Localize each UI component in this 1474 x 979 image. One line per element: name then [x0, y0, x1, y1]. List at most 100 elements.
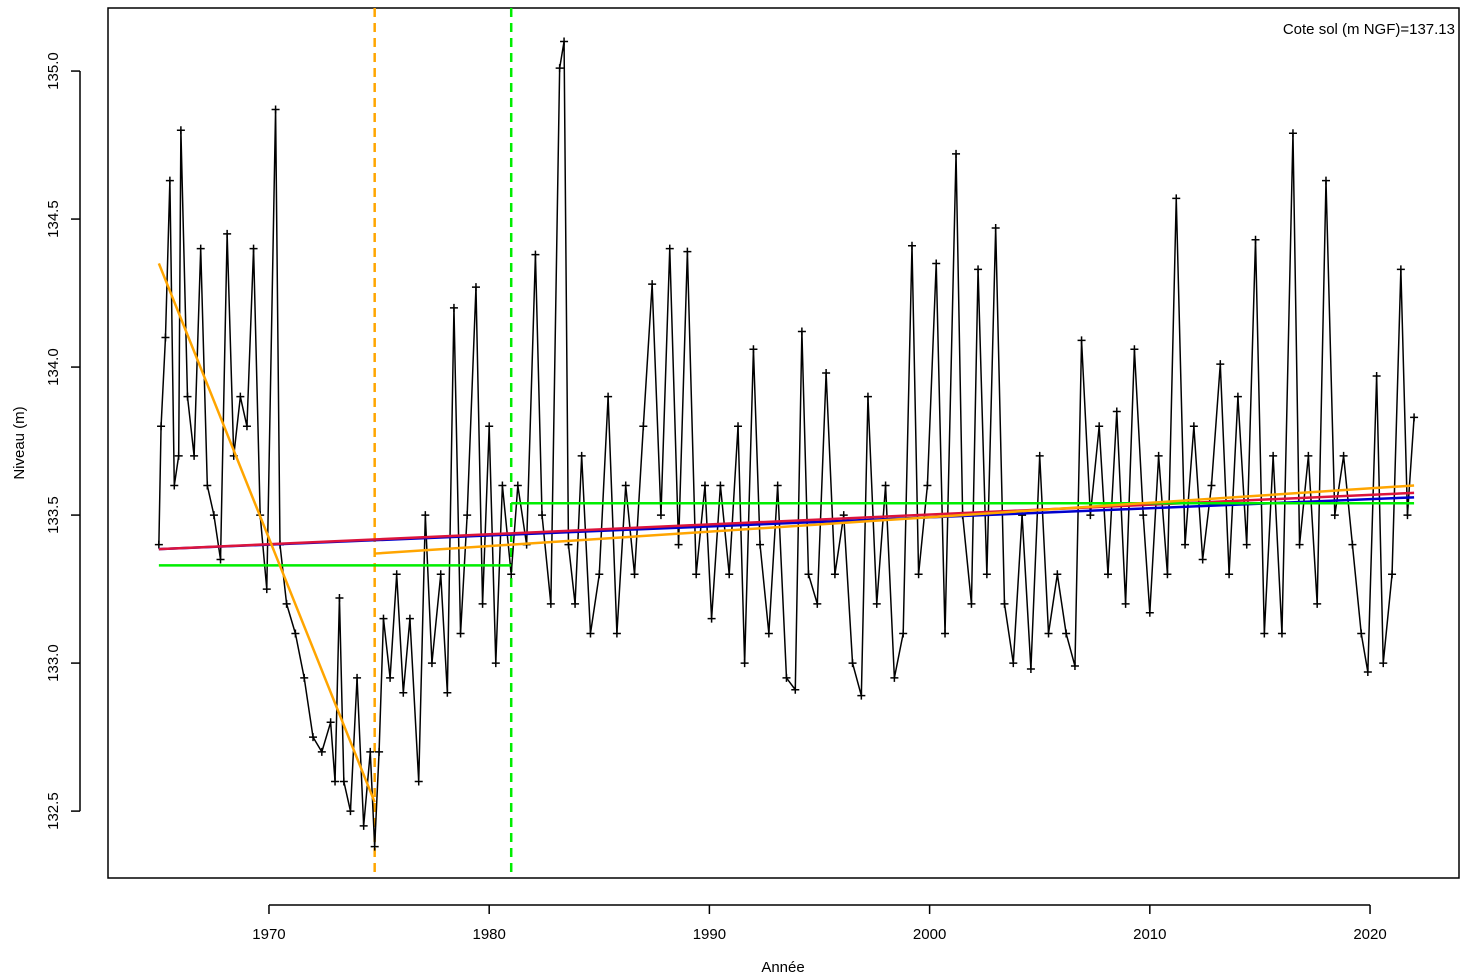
data-point	[456, 629, 465, 638]
data-point	[463, 511, 472, 520]
data-point	[157, 422, 166, 431]
data-point	[571, 599, 580, 608]
annotation: Cote sol (m NGF)=137.13	[1283, 21, 1455, 38]
data-point	[890, 673, 899, 682]
data-point	[555, 64, 564, 73]
data-point	[405, 614, 414, 623]
data-point	[577, 451, 586, 460]
data-point	[707, 614, 716, 623]
data-point	[1009, 659, 1018, 668]
data-point	[1121, 599, 1130, 608]
data-point	[683, 247, 692, 256]
data-point	[1242, 540, 1251, 549]
data-point	[1277, 629, 1286, 638]
data-point	[386, 673, 395, 682]
data-point	[1388, 570, 1397, 579]
data-point	[848, 659, 857, 668]
data-point	[491, 659, 500, 668]
data-point	[621, 481, 630, 490]
data-point	[1269, 451, 1278, 460]
data-point	[630, 570, 639, 579]
data-point	[291, 629, 300, 638]
data-point	[1181, 540, 1190, 549]
data-point	[161, 333, 170, 342]
data-point	[872, 599, 881, 608]
data-point	[857, 691, 866, 700]
data-point	[183, 392, 192, 401]
data-point	[1339, 451, 1348, 460]
data-point	[209, 511, 218, 520]
data-point	[346, 807, 355, 816]
data-point	[1154, 451, 1163, 460]
data-point	[674, 540, 683, 549]
data-point	[1035, 451, 1044, 460]
data-point	[427, 659, 436, 668]
y-tick-label: 134.0	[45, 348, 62, 386]
data-point	[326, 718, 335, 727]
data-point	[507, 570, 516, 579]
data-point	[1304, 451, 1313, 460]
data-point	[797, 327, 806, 336]
data-point	[1103, 570, 1112, 579]
data-point	[941, 629, 950, 638]
data-point	[1172, 194, 1181, 203]
data-point	[791, 685, 800, 694]
data-point	[1070, 662, 1079, 671]
x-tick-label: 1970	[252, 926, 285, 943]
data-point	[804, 570, 813, 579]
data-point	[478, 599, 487, 608]
data-point	[648, 280, 657, 289]
data-point	[982, 570, 991, 579]
data-point	[1396, 265, 1405, 274]
data-point	[399, 688, 408, 697]
data-point	[740, 659, 749, 668]
data-point	[612, 629, 621, 638]
data-point	[379, 614, 388, 623]
data-point	[1077, 336, 1086, 345]
x-tick-label: 2020	[1353, 926, 1386, 943]
series-line	[157, 262, 1415, 803]
data-point	[822, 368, 831, 377]
plot-box	[107, 7, 1460, 879]
y-tick-label: 133.0	[45, 644, 62, 682]
data-point	[196, 244, 205, 253]
data-point	[1348, 540, 1357, 549]
data-point	[498, 481, 507, 490]
data-point	[471, 283, 480, 292]
data-point	[1139, 511, 1148, 520]
data-point	[1379, 659, 1388, 668]
data-point	[242, 422, 251, 431]
data-point	[813, 599, 822, 608]
data-point	[538, 511, 547, 520]
data-point	[421, 511, 430, 520]
data-point	[974, 265, 983, 274]
y-tick-label: 135.0	[45, 52, 62, 90]
data-point	[1233, 392, 1242, 401]
series-line	[158, 501, 1415, 567]
data-point	[1363, 667, 1372, 676]
y-axis-label: Niveau (m)	[11, 406, 28, 479]
data-point	[1410, 413, 1419, 422]
x-tick-label: 2000	[913, 926, 946, 943]
data-point	[1095, 422, 1104, 431]
data-point	[914, 570, 923, 579]
data-point	[967, 599, 976, 608]
series-line	[158, 491, 1415, 551]
data-point	[1357, 629, 1366, 638]
data-point	[692, 570, 701, 579]
x-tick-label: 2010	[1133, 926, 1166, 943]
data-point	[881, 481, 890, 490]
data-point	[773, 481, 782, 490]
data-point	[359, 821, 368, 830]
data-point	[700, 481, 709, 490]
data-point	[331, 777, 340, 786]
data-point	[309, 733, 318, 742]
data-point	[782, 673, 791, 682]
data-point	[1163, 570, 1172, 579]
data-point	[1145, 608, 1154, 617]
data-point	[1288, 129, 1297, 138]
data-point	[1044, 629, 1053, 638]
data-point	[586, 629, 595, 638]
x-axis-label: Année	[761, 959, 804, 976]
data-point	[485, 422, 494, 431]
